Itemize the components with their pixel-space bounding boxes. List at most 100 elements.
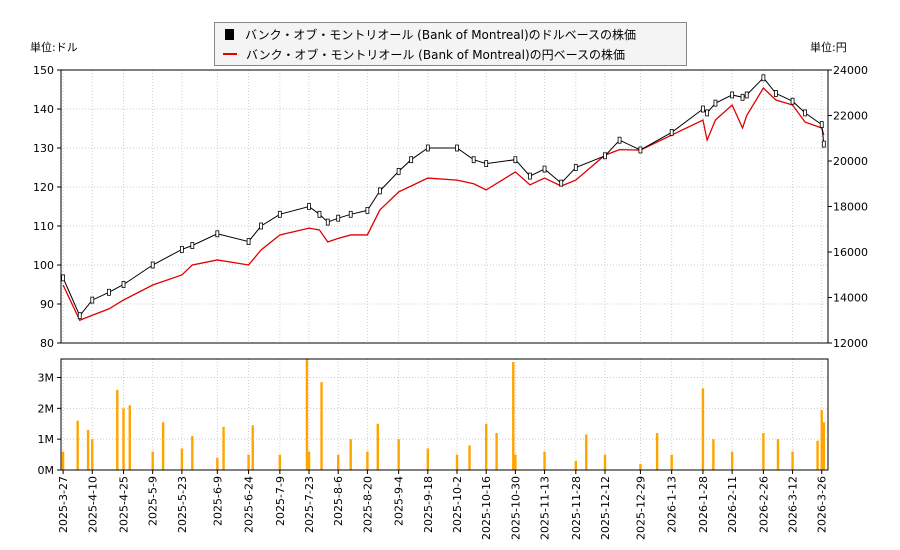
volume-bar (251, 425, 254, 470)
usd-price-candle (471, 156, 476, 164)
usd-price-candle (713, 99, 718, 107)
jpy-price-line (62, 86, 825, 322)
y-tick-label-left: 100 (33, 259, 54, 272)
x-tick-label: 2025-10-16 (480, 476, 493, 540)
usd-price-candle (121, 281, 126, 288)
volume-bar (337, 454, 340, 470)
volume-bar (484, 423, 488, 470)
usd-price-candle (773, 90, 778, 97)
legend-label-jpy: バンク・オブ・モントリオール (Bank of Montreal)の円ベースの株… (246, 47, 626, 62)
usd-price-candle (61, 274, 65, 282)
usd-price-candle (215, 230, 220, 238)
y-tick-label-volume: 0M (38, 464, 55, 477)
volume-bar (61, 451, 65, 470)
volume-bar (426, 448, 430, 470)
usd-price-candle (377, 187, 382, 195)
legend-swatch-usd (225, 28, 234, 40)
volume-bar (247, 454, 250, 470)
volume-bar (655, 433, 659, 470)
x-tick-label: 2026-1-28 (697, 476, 710, 533)
y-tick-label-volume: 1M (38, 433, 55, 446)
volume-bar (122, 408, 125, 470)
volume-bar (128, 405, 131, 470)
y-tick-label-left: 140 (33, 103, 54, 116)
usd-price-candle (325, 218, 330, 226)
usd-price-candle (107, 288, 111, 296)
usd-price-candle (425, 144, 430, 152)
volume-bar (670, 454, 673, 470)
usd-price-line (62, 77, 825, 317)
volume-bar (349, 439, 352, 470)
x-tick-label: 2025-3-27 (57, 476, 70, 533)
x-tick-label: 2025-5-9 (147, 476, 160, 526)
usd-price-candle (701, 105, 705, 113)
y-tick-label-left: 130 (33, 142, 54, 155)
usd-price-candle (803, 109, 807, 117)
usd-price-candle (190, 242, 195, 249)
volume-bar (514, 454, 517, 470)
usd-price-candle (336, 214, 341, 222)
volume-bar (222, 426, 225, 470)
volume-bar (216, 457, 219, 470)
x-tick-label: 2025-12-29 (634, 476, 647, 540)
x-tick-label: 2025-9-18 (422, 476, 435, 533)
usd-price-candle (790, 97, 795, 105)
x-tick-label: 2025-8-6 (332, 476, 345, 526)
usd-price-candle (617, 136, 622, 144)
volume-bar (603, 454, 607, 470)
x-tick-label: 2025-10-2 (451, 476, 464, 533)
x-tick-label: 2025-9-4 (393, 476, 406, 526)
volume-bar (468, 445, 471, 470)
volume-bar (776, 439, 780, 470)
usd-price-candle (396, 167, 401, 175)
volume-bar (762, 433, 765, 470)
y-tick-label-right: 24000 (833, 64, 868, 77)
usd-price-candle (513, 156, 518, 164)
volume-bar (701, 388, 705, 470)
y-tick-label-left: 80 (40, 337, 54, 350)
x-tick-label: 2025-7-9 (274, 476, 287, 526)
x-tick-label: 2026-2-26 (757, 476, 770, 533)
volume-bar (495, 433, 498, 470)
x-tick-label: 2026-1-13 (666, 476, 679, 533)
y-tick-label-right: 20000 (833, 155, 868, 168)
legend-label-usd: バンク・オブ・モントリオール (Bank of Montreal)のドルベースの… (245, 27, 637, 42)
legend: バンク・オブ・モントリオール (Bank of Montreal)のドルベースの… (214, 22, 687, 66)
volume-bar (816, 440, 819, 470)
volume-bar (307, 451, 311, 470)
usd-price-candle (307, 203, 311, 210)
volume-bar (116, 389, 119, 470)
usd-price-candle (246, 238, 251, 246)
usd-price-candle (744, 91, 749, 99)
volume-bar (543, 451, 546, 470)
y-tick-label-left: 120 (33, 181, 54, 194)
usd-price-candle (638, 146, 643, 154)
x-tick-label: 2025-7-23 (303, 476, 316, 533)
usd-price-candle (455, 144, 459, 152)
right-unit-label: 単位:円 (810, 41, 847, 54)
volume-bar (191, 436, 194, 470)
usd-price-candle (277, 210, 282, 218)
usd-price-candle (77, 312, 82, 320)
usd-price-candle (559, 179, 564, 187)
volume-bar (574, 460, 578, 470)
x-tick-label: 2025-6-9 (211, 476, 224, 526)
usd-price-candle (730, 91, 735, 99)
legend-swatch-jpy (223, 53, 237, 55)
volume-bar (278, 454, 282, 470)
usd-price-candle (179, 245, 184, 253)
y-tick-label-volume: 2M (38, 402, 55, 415)
x-tick-label: 2025-8-20 (361, 476, 374, 533)
left-unit-label: 単位:ドル (30, 41, 78, 54)
volume-bar (320, 382, 323, 470)
usd-price-candle (573, 164, 578, 171)
y-tick-label-right: 12000 (833, 337, 868, 350)
usd-price-candle (821, 140, 826, 148)
legend-item-usd: バンク・オブ・モントリオール (Bank of Montreal)のドルベースの… (223, 25, 636, 43)
usd-price-candle (484, 160, 489, 168)
usd-price-candle (365, 206, 370, 214)
volume-plot-frame (60, 358, 829, 471)
usd-price-candle (740, 93, 745, 101)
volume-bar (305, 359, 309, 470)
